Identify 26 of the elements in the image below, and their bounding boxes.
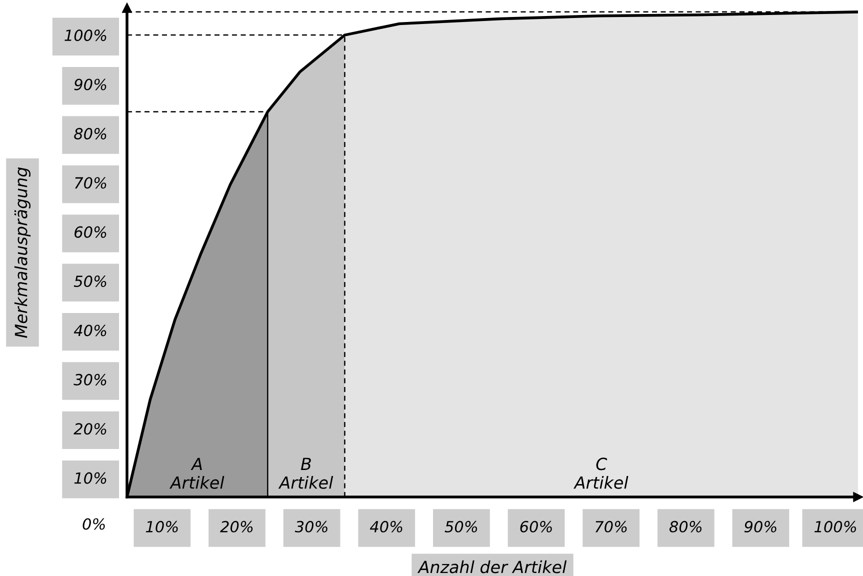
x-tick-label: 100% — [814, 520, 856, 532]
x-tick-label: 60% — [520, 520, 552, 532]
x-tick-label: 10% — [146, 520, 178, 532]
x-tick-label: 90% — [744, 520, 776, 532]
text: 0% — [82, 518, 105, 530]
annotation: C Artikel — [574, 458, 628, 489]
y-tick-label: 70% — [75, 177, 106, 189]
x-axis-title: Anzahl der Artikel — [417, 560, 567, 574]
annotation: A Artikel — [169, 458, 224, 489]
y-tick-label: 10% — [74, 472, 106, 484]
y-tick-label: 90% — [74, 78, 106, 90]
x-tick-label: 50% — [444, 520, 478, 532]
y-tick-label: 40% — [74, 324, 106, 336]
y-tick-label: 20% — [74, 423, 106, 435]
y-tick-label: 60% — [74, 226, 106, 238]
y-tick-label: 50% — [74, 276, 106, 288]
y-tick-label: 30% — [74, 374, 106, 386]
y-tick-label: 80% — [74, 128, 106, 140]
x-tick-label: 40% — [370, 520, 402, 532]
x-tick-label: 20% — [220, 520, 253, 532]
y-axis-title: Merkmalausprägung — [14, 167, 31, 338]
annotation: B Artikel — [278, 458, 334, 489]
x-tick-label: 70% — [596, 520, 627, 532]
x-tick-label: 80% — [669, 520, 702, 532]
y-tick-label: 100% — [64, 30, 106, 42]
x-tick-label: 30% — [294, 520, 328, 532]
